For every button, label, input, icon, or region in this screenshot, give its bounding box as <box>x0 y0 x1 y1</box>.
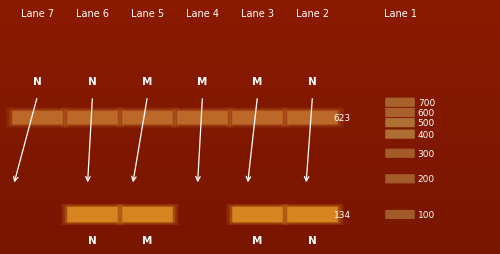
Text: M: M <box>252 76 262 86</box>
Text: 400: 400 <box>418 130 435 139</box>
Text: 134: 134 <box>334 210 350 219</box>
Text: M: M <box>252 235 262 245</box>
FancyBboxPatch shape <box>9 110 66 126</box>
Text: Lane 7: Lane 7 <box>21 9 54 19</box>
FancyBboxPatch shape <box>386 174 415 184</box>
FancyBboxPatch shape <box>120 206 176 224</box>
Text: Lane 6: Lane 6 <box>76 9 109 19</box>
FancyBboxPatch shape <box>232 111 283 125</box>
FancyBboxPatch shape <box>67 207 118 223</box>
FancyBboxPatch shape <box>229 110 286 126</box>
FancyBboxPatch shape <box>67 111 118 125</box>
Text: 200: 200 <box>418 174 435 184</box>
Text: Lane 3: Lane 3 <box>241 9 274 19</box>
FancyBboxPatch shape <box>174 110 231 126</box>
Text: N: N <box>88 76 97 86</box>
Text: M: M <box>142 76 152 86</box>
FancyBboxPatch shape <box>230 206 285 224</box>
FancyBboxPatch shape <box>386 98 415 107</box>
FancyBboxPatch shape <box>232 207 283 223</box>
FancyBboxPatch shape <box>122 207 173 223</box>
FancyBboxPatch shape <box>65 206 120 224</box>
FancyBboxPatch shape <box>64 110 121 126</box>
Text: 500: 500 <box>418 119 435 128</box>
Text: N: N <box>308 235 317 245</box>
FancyBboxPatch shape <box>61 108 124 128</box>
Text: 600: 600 <box>418 108 435 118</box>
Text: Lane 4: Lane 4 <box>186 9 219 19</box>
FancyBboxPatch shape <box>178 111 228 125</box>
FancyBboxPatch shape <box>12 111 63 125</box>
FancyBboxPatch shape <box>386 119 415 128</box>
Text: Lane 5: Lane 5 <box>131 9 164 19</box>
FancyBboxPatch shape <box>281 108 344 128</box>
Text: M: M <box>198 76 207 86</box>
FancyBboxPatch shape <box>6 108 69 128</box>
Text: 100: 100 <box>418 210 435 219</box>
FancyBboxPatch shape <box>226 108 289 128</box>
FancyBboxPatch shape <box>116 204 178 225</box>
FancyBboxPatch shape <box>171 108 234 128</box>
FancyBboxPatch shape <box>386 149 415 158</box>
FancyBboxPatch shape <box>227 204 288 225</box>
Text: N: N <box>308 76 317 86</box>
FancyBboxPatch shape <box>116 108 179 128</box>
FancyBboxPatch shape <box>285 206 340 224</box>
FancyBboxPatch shape <box>62 204 123 225</box>
FancyBboxPatch shape <box>282 204 343 225</box>
Text: M: M <box>142 235 152 245</box>
Text: 300: 300 <box>418 149 435 158</box>
Text: Lane 2: Lane 2 <box>296 9 329 19</box>
FancyBboxPatch shape <box>386 130 415 139</box>
FancyBboxPatch shape <box>120 110 176 126</box>
Text: N: N <box>33 76 42 86</box>
Text: N: N <box>88 235 97 245</box>
FancyBboxPatch shape <box>386 108 415 118</box>
Text: 700: 700 <box>418 98 435 107</box>
Text: Lane 1: Lane 1 <box>384 9 416 19</box>
FancyBboxPatch shape <box>284 110 341 126</box>
Text: 623: 623 <box>334 114 350 123</box>
FancyBboxPatch shape <box>386 210 415 219</box>
FancyBboxPatch shape <box>287 111 338 125</box>
FancyBboxPatch shape <box>122 111 173 125</box>
FancyBboxPatch shape <box>287 207 338 223</box>
